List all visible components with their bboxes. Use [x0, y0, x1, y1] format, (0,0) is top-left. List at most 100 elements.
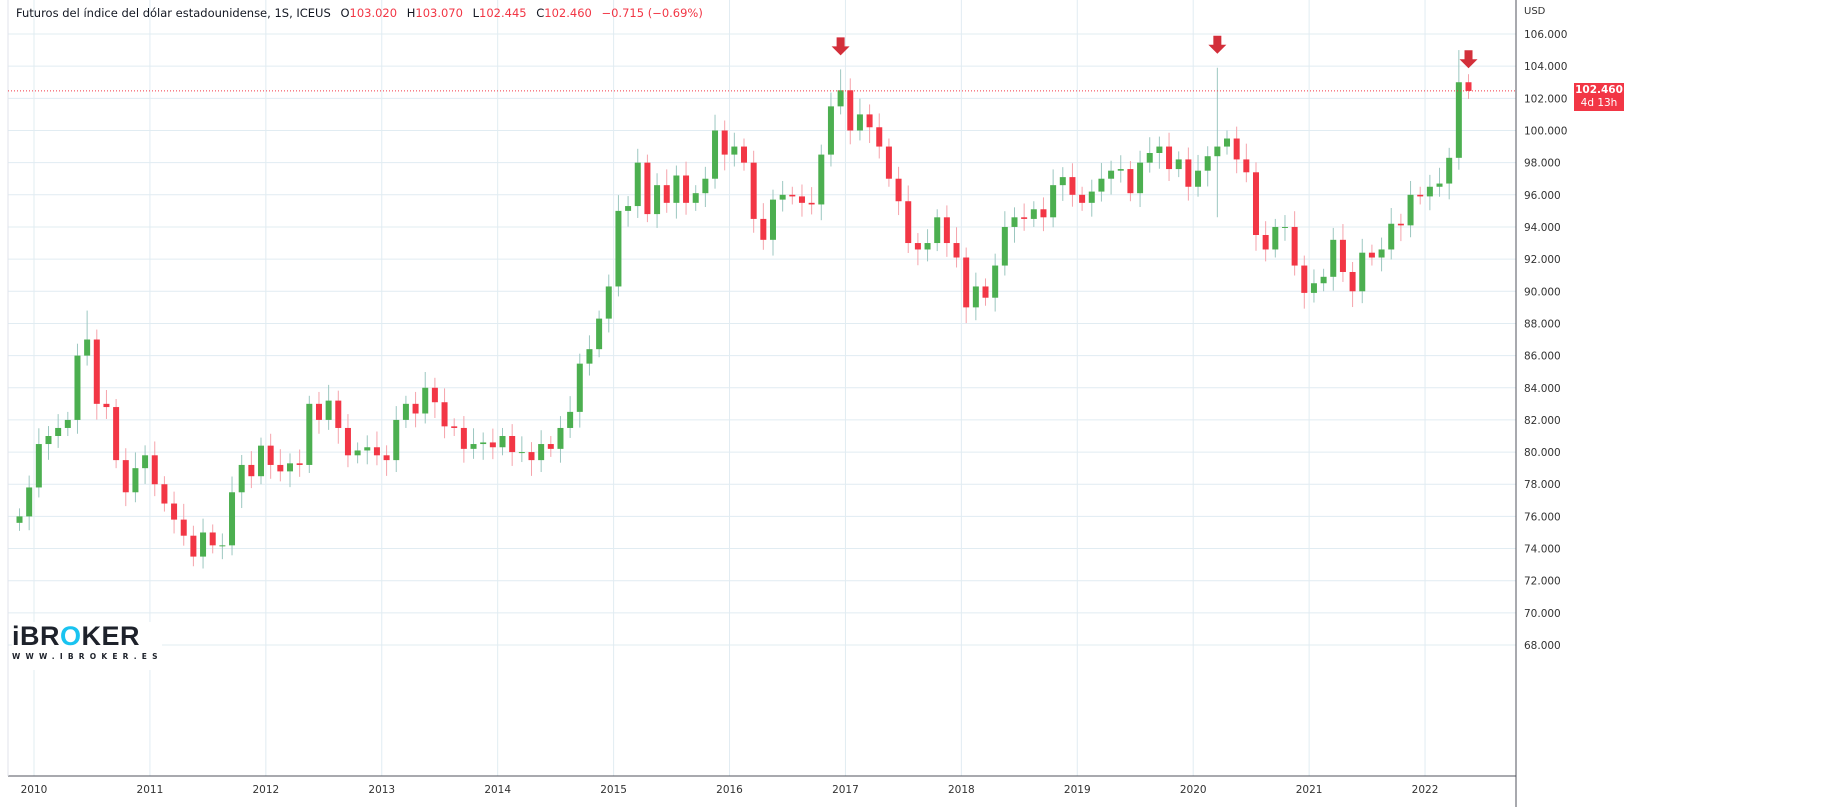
candle-body: [856, 114, 863, 131]
candle-body: [93, 339, 100, 404]
x-tick-label: 2015: [600, 784, 627, 796]
candle-body: [344, 427, 351, 456]
candle-body: [431, 387, 438, 403]
x-tick-label: 2011: [137, 784, 164, 796]
arrow-down-icon: [1459, 50, 1478, 69]
candle-body: [1146, 152, 1153, 163]
candle-body: [876, 127, 883, 147]
candle-body: [1156, 146, 1163, 153]
candle-body: [26, 487, 33, 517]
candle-body: [547, 444, 554, 449]
candle-body: [64, 419, 71, 428]
last-price-label: 102.460 4d 13h: [1574, 83, 1624, 111]
candle-body: [663, 185, 670, 203]
candle-body: [721, 130, 728, 155]
candle-body: [1436, 183, 1443, 187]
last-price-value: 102.460: [1575, 84, 1623, 96]
candle-body: [113, 407, 120, 461]
candle-body: [992, 265, 999, 298]
x-tick-label: 2020: [1180, 784, 1207, 796]
candle-body: [335, 400, 342, 428]
candle-body: [982, 286, 989, 298]
y-tick-label: 106.000: [1524, 29, 1567, 41]
candle-body: [1069, 177, 1076, 195]
candle-body: [248, 464, 255, 477]
candle-body: [798, 196, 805, 203]
candle-body: [818, 154, 825, 205]
candle-body: [1262, 235, 1269, 250]
candle-body: [306, 403, 313, 465]
candle-body: [827, 106, 834, 155]
candle-body: [296, 463, 303, 465]
bar-countdown: 4d 13h: [1580, 97, 1618, 109]
candle-body: [499, 436, 506, 448]
candle-body: [1349, 271, 1356, 292]
candle-body: [45, 436, 52, 445]
candle-body: [557, 427, 564, 449]
low-label: L: [472, 6, 480, 20]
x-tick-label: 2016: [716, 784, 743, 796]
candle-body: [538, 444, 545, 461]
candle-body: [267, 445, 274, 465]
candle-body: [74, 355, 81, 420]
candle-body: [1127, 169, 1134, 194]
candle-body: [325, 400, 332, 420]
logo-brand: iBROKER: [12, 621, 141, 651]
candle-body: [1185, 159, 1192, 187]
candle-body: [460, 427, 467, 449]
candle-body: [847, 90, 854, 131]
candle-body: [470, 444, 477, 449]
candle-body: [1088, 191, 1095, 203]
candle-body: [1214, 146, 1221, 157]
candle-body: [692, 193, 699, 203]
candle-body: [644, 162, 651, 215]
open-label: O: [340, 6, 350, 20]
candle-body: [712, 130, 719, 179]
candle-body: [142, 455, 149, 469]
candle-body: [779, 194, 786, 200]
candle-body: [741, 146, 748, 163]
candle-body: [1368, 252, 1375, 258]
candle-body: [1001, 226, 1008, 266]
candle-body: [55, 427, 62, 436]
candle-body: [924, 243, 931, 250]
candle-body: [277, 464, 284, 472]
candle-body: [518, 452, 525, 454]
candle-body: [393, 419, 400, 461]
candle-body: [1291, 226, 1298, 266]
candle-body: [1108, 170, 1115, 179]
candle-body: [866, 114, 873, 128]
candle-body: [122, 460, 129, 493]
candle-body: [567, 411, 574, 428]
candle-body: [625, 206, 632, 211]
y-tick-label: 70.000: [1524, 608, 1561, 620]
candle-body: [808, 202, 815, 205]
high-value: 103.070: [415, 6, 463, 20]
candle-body: [412, 403, 419, 414]
candle-body: [615, 210, 622, 287]
y-tick-label: 94.000: [1524, 222, 1561, 234]
candle-body: [219, 545, 226, 547]
candle-body: [1426, 186, 1433, 197]
candle-body: [1407, 194, 1414, 226]
candle-body: [1224, 138, 1231, 147]
candle-body: [1310, 283, 1317, 293]
currency-label: USD: [1524, 6, 1546, 17]
candle-body: [84, 339, 91, 356]
candle-body: [1330, 239, 1337, 277]
candle-body: [1417, 194, 1424, 197]
candle-body: [634, 162, 641, 207]
candle-body: [286, 463, 293, 472]
candle-body: [1204, 156, 1211, 171]
candle-body: [605, 286, 612, 319]
candle-body: [373, 447, 380, 456]
candle-body: [1339, 239, 1346, 272]
candle-body: [1281, 226, 1288, 228]
candle-body: [789, 194, 796, 197]
candle-body: [354, 450, 361, 456]
candle-body: [750, 162, 757, 219]
arrow-down-icon: [1208, 35, 1227, 54]
candle-body: [1233, 138, 1240, 160]
candle-body: [258, 445, 265, 477]
